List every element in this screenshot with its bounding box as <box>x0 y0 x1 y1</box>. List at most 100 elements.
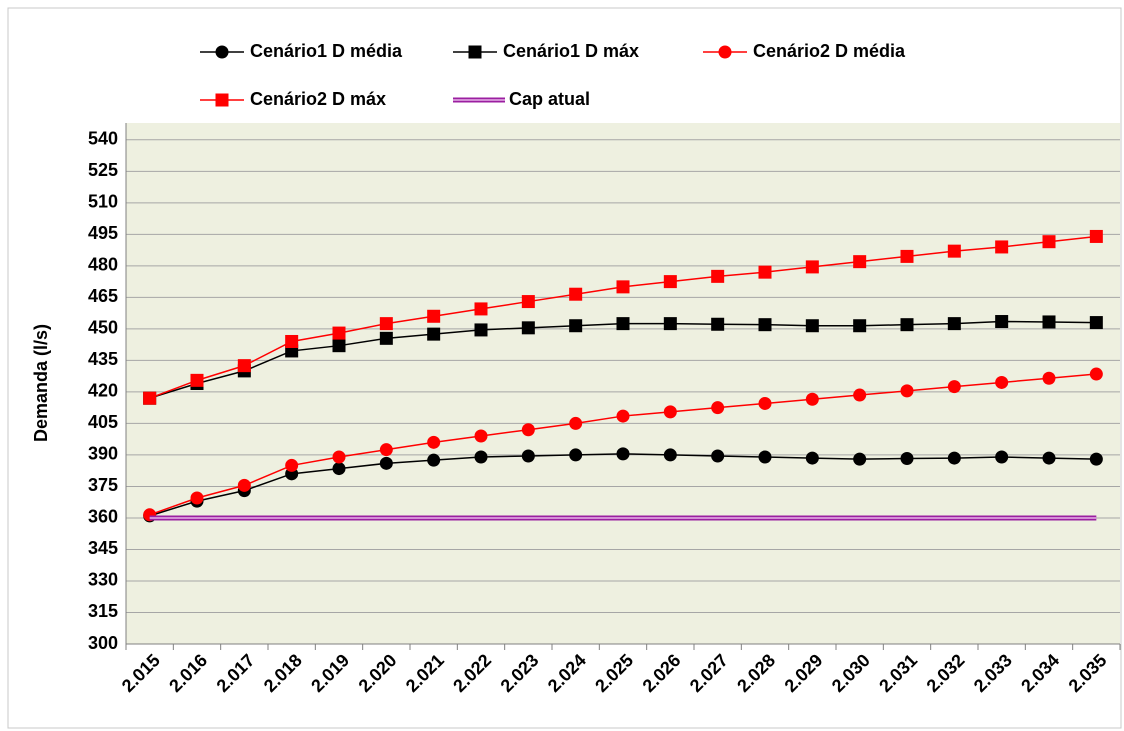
data-point <box>900 318 914 332</box>
data-point <box>995 375 1009 389</box>
data-point <box>379 443 393 457</box>
data-point <box>379 317 393 331</box>
legend-label: Cenário1 D máx <box>503 41 639 61</box>
data-point <box>853 319 867 333</box>
data-point <box>1089 452 1103 466</box>
data-point <box>1089 229 1103 243</box>
y-tick-label: 405 <box>88 412 118 432</box>
legend-label: Cenário2 D média <box>753 41 906 61</box>
data-point <box>758 265 772 279</box>
legend-label: Cap atual <box>509 89 590 109</box>
data-point <box>995 315 1009 329</box>
data-point <box>427 327 441 341</box>
data-point <box>285 458 299 472</box>
data-point <box>1089 316 1103 330</box>
data-point <box>1089 367 1103 381</box>
data-point <box>947 317 961 331</box>
legend-marker <box>468 45 482 59</box>
data-point <box>995 450 1009 464</box>
y-tick-label: 330 <box>88 570 118 590</box>
data-point <box>758 450 772 464</box>
y-tick-label: 345 <box>88 538 118 558</box>
data-point <box>711 269 725 283</box>
data-point <box>805 451 819 465</box>
y-tick-label: 390 <box>88 444 118 464</box>
y-tick-label: 435 <box>88 349 118 369</box>
data-point <box>569 448 583 462</box>
data-point <box>947 451 961 465</box>
legend-marker <box>215 45 229 59</box>
y-axis-label: Demanda (l/s) <box>31 324 51 442</box>
data-point <box>805 319 819 333</box>
legend-label: Cenário1 D média <box>250 41 403 61</box>
data-point <box>663 275 677 289</box>
data-point <box>758 318 772 332</box>
data-point <box>616 280 630 294</box>
data-point <box>569 319 583 333</box>
y-tick-label: 480 <box>88 255 118 275</box>
data-point <box>332 339 346 353</box>
data-point <box>663 448 677 462</box>
data-point <box>521 321 535 335</box>
data-point <box>995 240 1009 254</box>
data-point <box>1042 451 1056 465</box>
data-point <box>332 462 346 476</box>
data-point <box>663 405 677 419</box>
data-point <box>332 450 346 464</box>
data-point <box>947 380 961 394</box>
data-point <box>711 317 725 331</box>
data-point <box>947 244 961 258</box>
data-point <box>427 435 441 449</box>
data-point <box>900 249 914 263</box>
data-point <box>143 391 157 405</box>
data-point <box>900 384 914 398</box>
y-tick-label: 375 <box>88 475 118 495</box>
data-point <box>474 323 488 337</box>
y-tick-label: 510 <box>88 192 118 212</box>
data-point <box>616 409 630 423</box>
data-point <box>474 429 488 443</box>
data-point <box>237 478 251 492</box>
data-point <box>190 491 204 505</box>
legend-marker <box>718 45 732 59</box>
data-point <box>853 255 867 269</box>
data-point <box>616 317 630 331</box>
data-point <box>521 423 535 437</box>
data-point <box>427 453 441 467</box>
data-point <box>900 451 914 465</box>
data-point <box>237 359 251 373</box>
y-tick-label: 315 <box>88 601 118 621</box>
data-point <box>285 334 299 348</box>
data-point <box>805 392 819 406</box>
data-point <box>569 416 583 430</box>
y-tick-label: 540 <box>88 129 118 149</box>
y-tick-label: 495 <box>88 223 118 243</box>
data-point <box>521 295 535 309</box>
data-point <box>474 450 488 464</box>
data-point <box>379 331 393 345</box>
data-point <box>521 449 535 463</box>
legend-marker <box>215 93 229 107</box>
data-point <box>1042 235 1056 249</box>
data-point <box>711 449 725 463</box>
data-point <box>853 388 867 402</box>
data-point <box>758 396 772 410</box>
data-point <box>805 260 819 274</box>
data-point <box>427 309 441 323</box>
data-point <box>379 456 393 470</box>
data-point <box>474 302 488 316</box>
y-tick-label: 360 <box>88 507 118 527</box>
data-point <box>616 447 630 461</box>
data-point <box>711 401 725 415</box>
data-point <box>1042 371 1056 385</box>
data-point <box>190 373 204 387</box>
data-point <box>1042 315 1056 329</box>
data-point <box>569 287 583 301</box>
y-tick-label: 465 <box>88 286 118 306</box>
y-tick-label: 450 <box>88 318 118 338</box>
y-tick-label: 420 <box>88 381 118 401</box>
data-point <box>663 317 677 331</box>
y-tick-label: 525 <box>88 160 118 180</box>
y-tick-label: 300 <box>88 633 118 653</box>
